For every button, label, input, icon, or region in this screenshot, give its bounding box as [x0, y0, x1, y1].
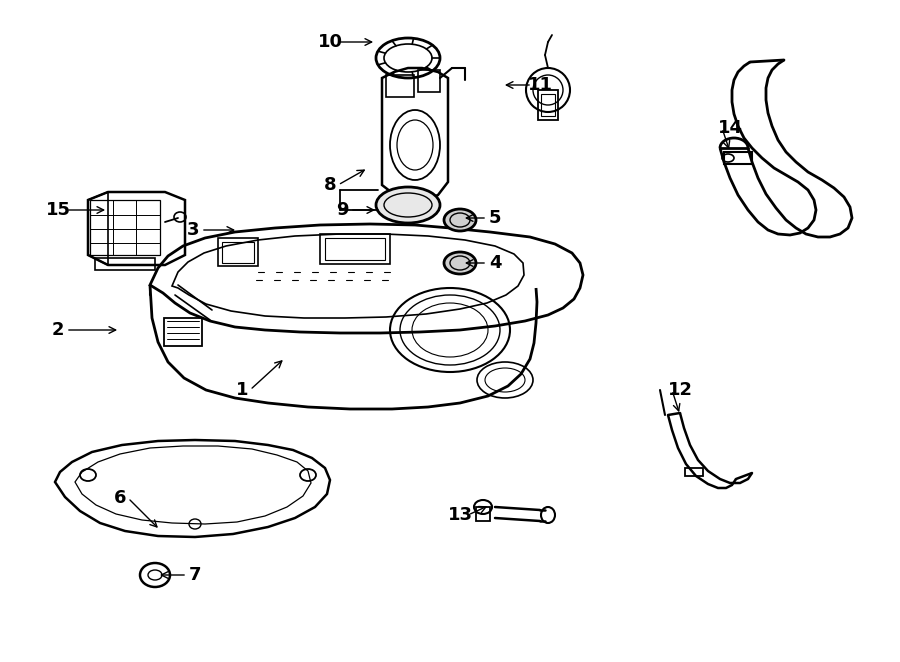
Bar: [222, 242, 254, 263]
Ellipse shape: [444, 209, 476, 231]
Bar: [218, 238, 258, 266]
Bar: [320, 234, 390, 264]
Text: 8: 8: [324, 176, 337, 194]
Text: 7: 7: [189, 566, 202, 584]
Bar: [541, 94, 555, 116]
Bar: [418, 70, 440, 92]
Text: 2: 2: [52, 321, 64, 339]
Text: 11: 11: [527, 76, 553, 94]
Text: 1: 1: [236, 381, 248, 399]
Bar: [538, 90, 558, 120]
Text: 3: 3: [187, 221, 199, 239]
Text: 12: 12: [668, 381, 692, 399]
Bar: [386, 75, 414, 97]
Bar: [685, 468, 703, 476]
Text: 4: 4: [489, 254, 501, 272]
Bar: [325, 238, 385, 260]
Text: 13: 13: [447, 506, 473, 524]
Text: 15: 15: [46, 201, 70, 219]
Bar: [90, 200, 160, 255]
Ellipse shape: [444, 252, 476, 274]
Text: 5: 5: [489, 209, 501, 227]
Bar: [724, 152, 752, 164]
Text: 9: 9: [336, 201, 348, 219]
Text: 14: 14: [717, 119, 742, 137]
Bar: [476, 507, 490, 521]
Text: 10: 10: [318, 33, 343, 51]
Bar: [164, 318, 202, 346]
Bar: [95, 258, 155, 270]
Ellipse shape: [376, 187, 440, 223]
Text: 6: 6: [113, 489, 126, 507]
